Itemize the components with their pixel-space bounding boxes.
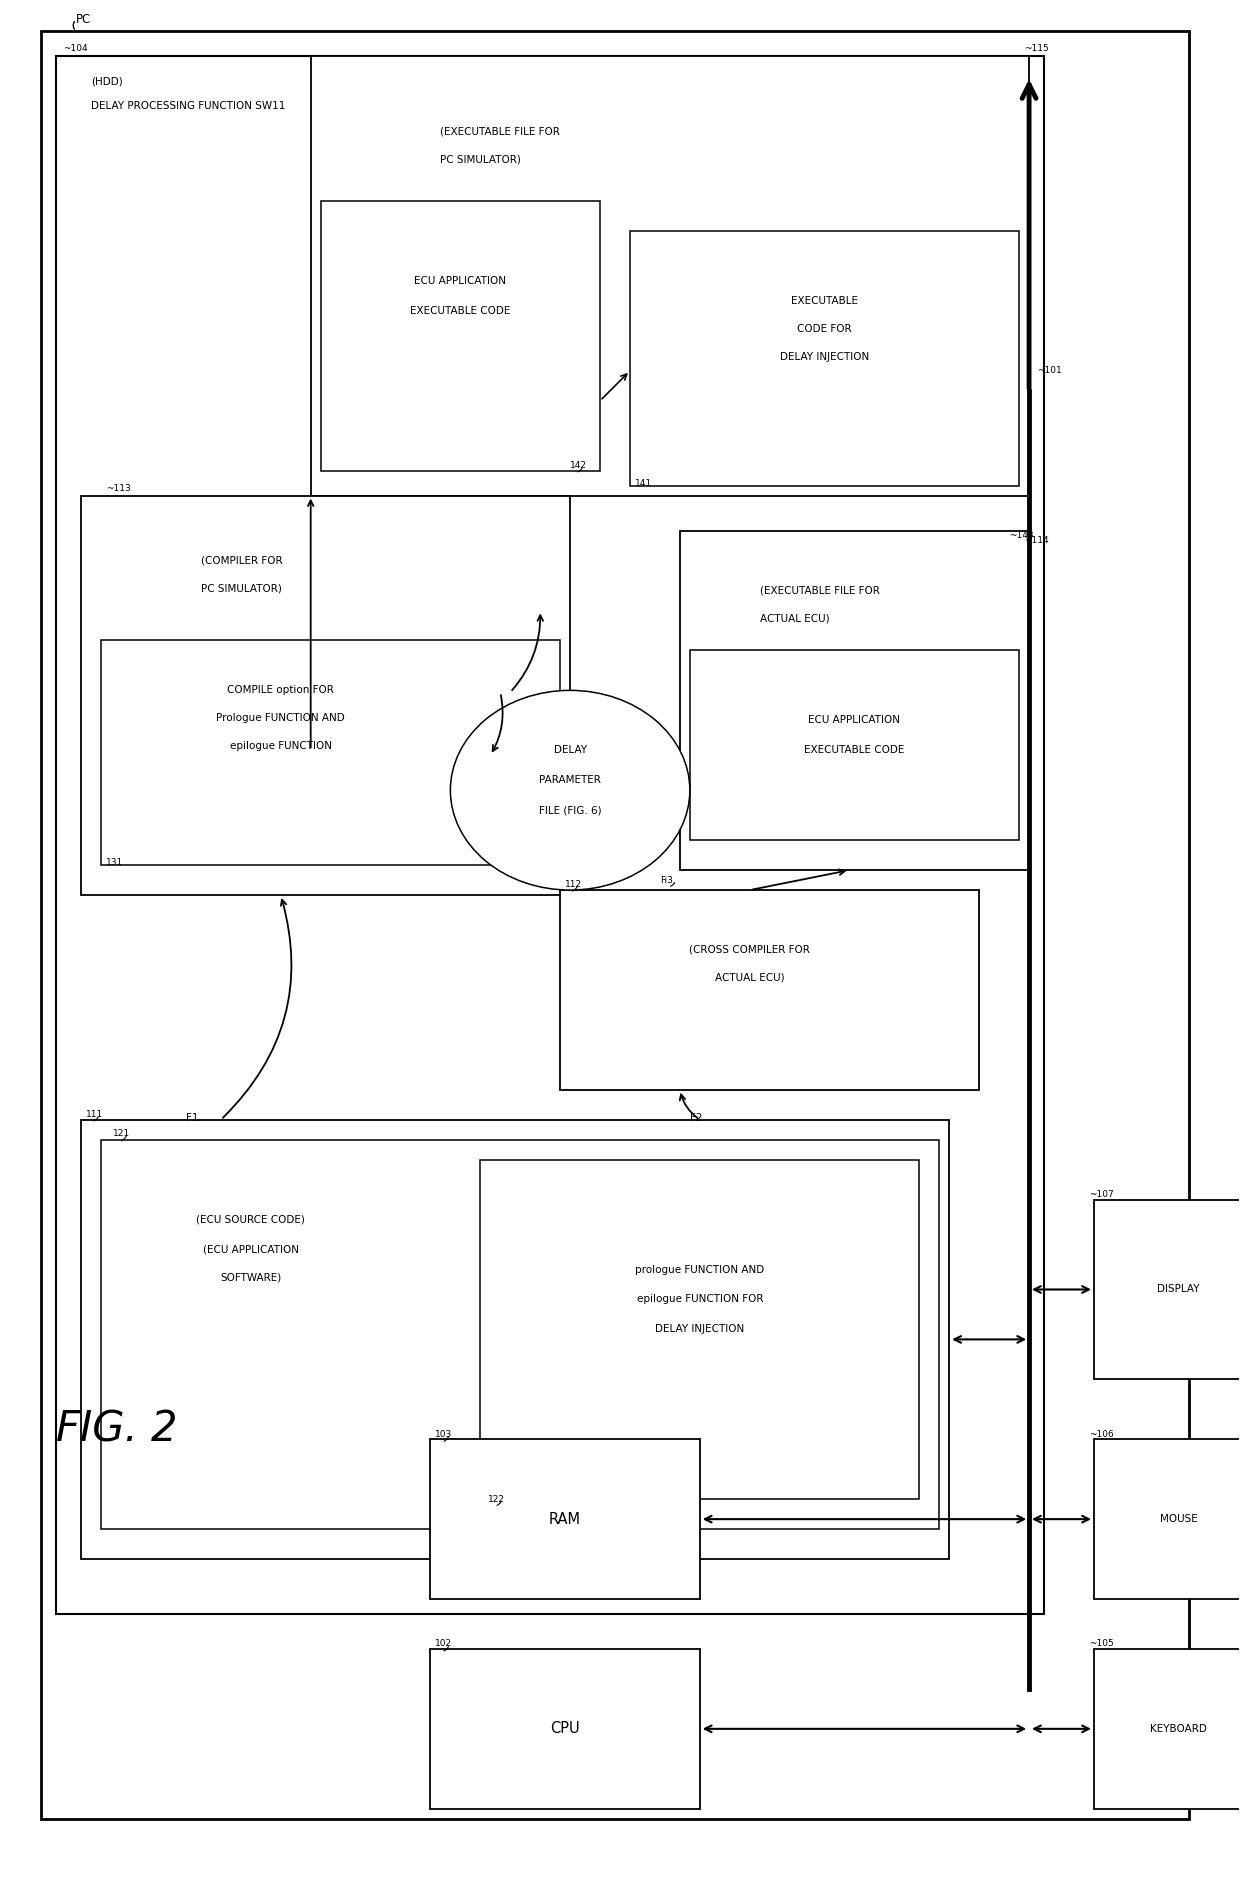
Text: RAM: RAM [549,1512,582,1527]
Text: DELAY INJECTION: DELAY INJECTION [655,1325,744,1335]
Text: PC SIMULATOR): PC SIMULATOR) [201,584,281,594]
Text: MOUSE: MOUSE [1159,1514,1198,1525]
Text: 103: 103 [435,1431,453,1438]
Text: DELAY: DELAY [553,745,587,756]
Text: FIG. 2: FIG. 2 [56,1408,177,1450]
Bar [680,530,1029,871]
Text: 111: 111 [87,1110,103,1120]
Text: ~114: ~114 [1024,535,1049,545]
Bar [311,57,1029,496]
Text: 141: 141 [635,479,652,488]
Text: epilogue FUNCTION FOR: epilogue FUNCTION FOR [636,1295,763,1304]
Bar [102,641,560,865]
Text: SOFTWARE): SOFTWARE) [221,1272,281,1282]
Bar [1094,1649,1240,1810]
Text: ~105: ~105 [1089,1640,1114,1649]
Bar [102,1140,939,1529]
Text: F2: F2 [689,1112,702,1123]
Text: 121: 121 [113,1129,130,1139]
Text: PARAMETER: PARAMETER [539,775,601,786]
Text: epilogue FUNCTION: epilogue FUNCTION [229,741,332,752]
Text: EXECUTABLE: EXECUTABLE [791,296,858,305]
Bar [1094,1440,1240,1598]
Text: 131: 131 [107,858,124,867]
Text: ECU APPLICATION: ECU APPLICATION [414,275,506,287]
Text: ~104: ~104 [63,43,88,53]
Text: 102: 102 [435,1640,453,1649]
Bar [630,232,1019,486]
Bar [480,1159,919,1499]
Text: PC SIMULATOR): PC SIMULATOR) [440,155,521,164]
Text: ~107: ~107 [1089,1189,1114,1199]
Bar [81,496,570,895]
Text: 122: 122 [489,1495,505,1504]
Text: DELAY PROCESSING FUNCTION SW11: DELAY PROCESSING FUNCTION SW11 [92,102,285,111]
Bar [56,57,1044,1614]
Bar [321,202,600,471]
Text: KEYBOARD: KEYBOARD [1151,1725,1208,1734]
Text: (COMPILER FOR: (COMPILER FOR [201,556,283,565]
Bar [1094,1199,1240,1380]
Text: FILE (FIG. 6): FILE (FIG. 6) [539,805,601,814]
Bar [560,890,980,1090]
Text: 142: 142 [570,462,587,469]
Text: CODE FOR: CODE FOR [797,324,852,334]
Text: (CROSS COMPILER FOR: (CROSS COMPILER FOR [689,944,810,956]
Text: CPU: CPU [551,1721,580,1736]
Text: (ECU SOURCE CODE): (ECU SOURCE CODE) [196,1214,305,1225]
Bar [430,1440,699,1598]
Bar [689,650,1019,841]
Text: Prologue FUNCTION AND: Prologue FUNCTION AND [217,713,345,724]
Text: Fi3: Fi3 [660,877,673,884]
Text: F1: F1 [186,1112,198,1123]
Text: DISPLAY: DISPLAY [1157,1284,1200,1295]
Ellipse shape [450,690,689,890]
Bar [81,1120,950,1559]
Text: ACTUAL ECU): ACTUAL ECU) [760,613,830,624]
Text: EXECUTABLE CODE: EXECUTABLE CODE [805,745,905,756]
Bar [430,1649,699,1810]
Text: (EXECUTABLE FILE FOR: (EXECUTABLE FILE FOR [440,126,560,136]
Text: ~101: ~101 [1037,366,1061,375]
Text: 112: 112 [565,880,583,888]
Text: PC: PC [76,13,92,26]
Text: (EXECUTABLE FILE FOR: (EXECUTABLE FILE FOR [760,586,879,596]
Text: EXECUTABLE CODE: EXECUTABLE CODE [410,305,511,317]
Text: DELAY INJECTION: DELAY INJECTION [780,352,869,362]
Text: prologue FUNCTION AND: prologue FUNCTION AND [635,1265,764,1274]
Text: ~143: ~143 [1009,532,1034,541]
Text: ~106: ~106 [1089,1431,1114,1438]
Text: (HDD): (HDD) [92,75,123,87]
Text: (ECU APPLICATION: (ECU APPLICATION [203,1244,299,1255]
Text: ACTUAL ECU): ACTUAL ECU) [715,973,785,982]
Text: ~113: ~113 [107,484,131,494]
Text: COMPILE option FOR: COMPILE option FOR [227,686,335,696]
Text: ECU APPLICATION: ECU APPLICATION [808,714,900,726]
Text: ~115: ~115 [1024,43,1049,53]
